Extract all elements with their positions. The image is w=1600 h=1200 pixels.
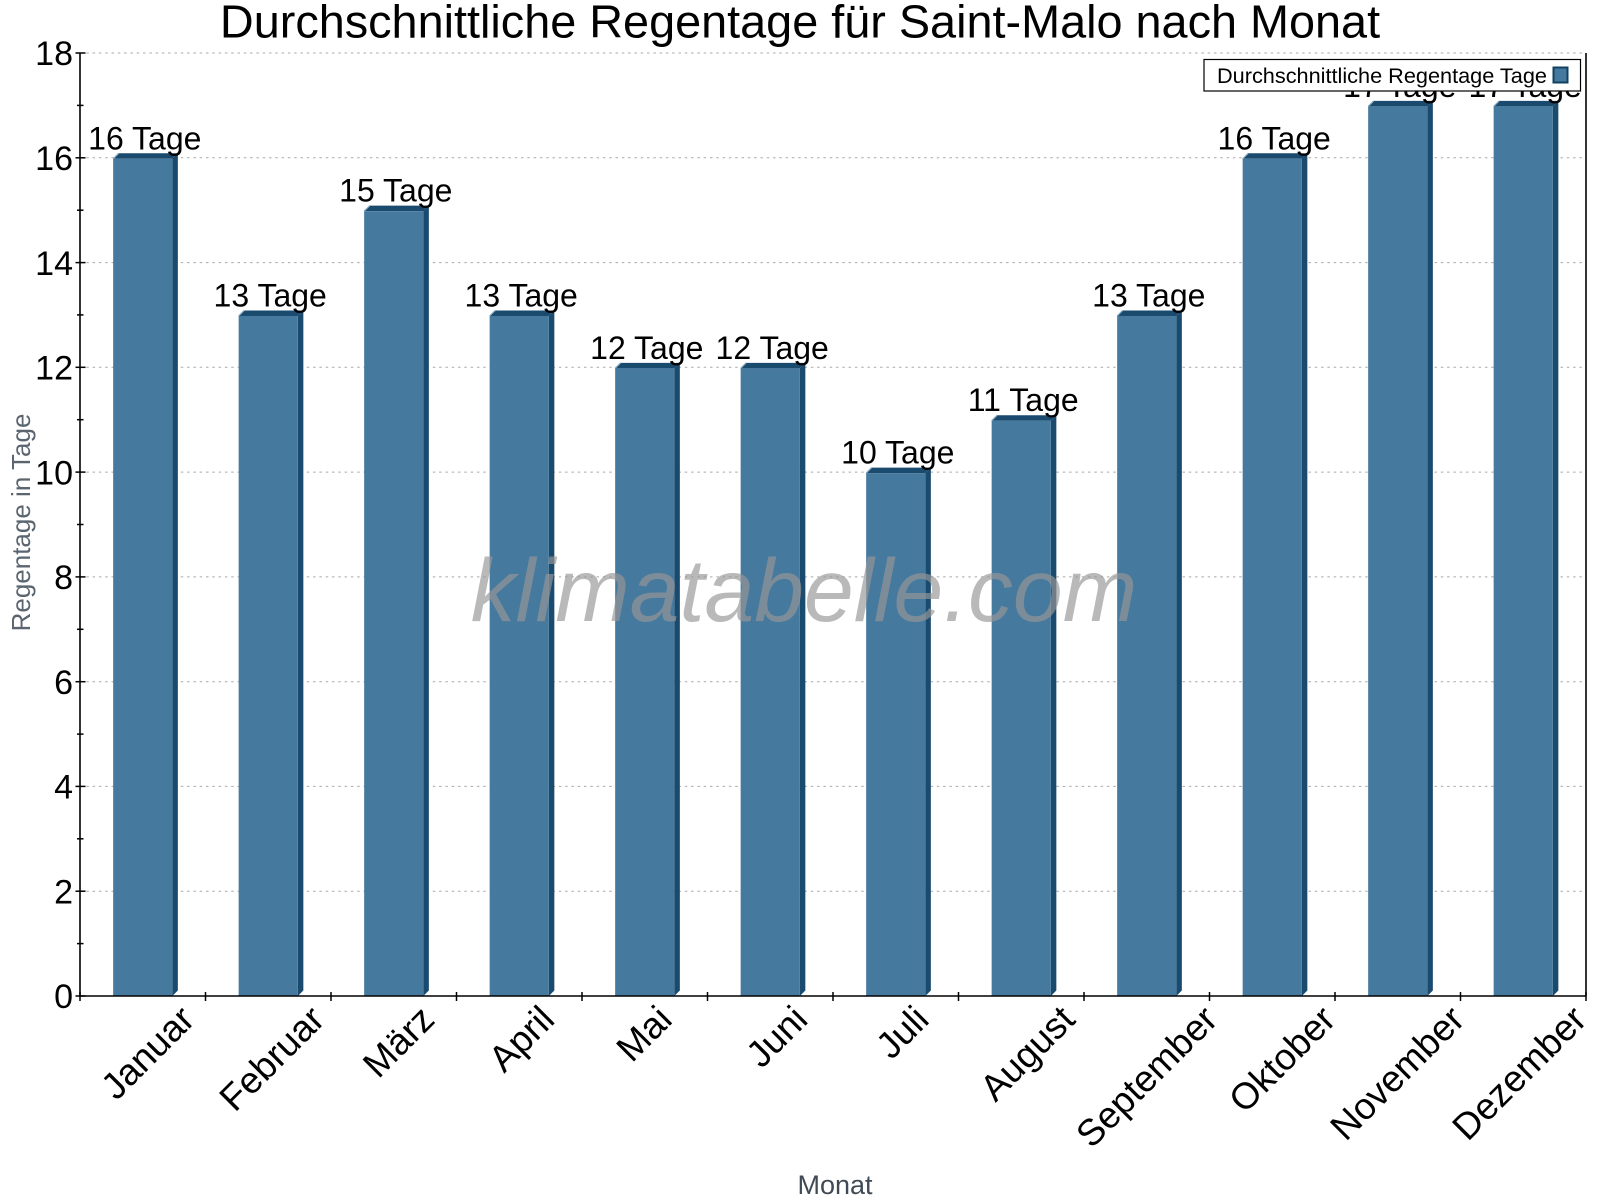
svg-text:klimatabelle.com: klimatabelle.com bbox=[471, 540, 1138, 640]
svg-text:Durchschnittliche Regentage fü: Durchschnittliche Regentage für Saint-Ma… bbox=[220, 0, 1380, 48]
svg-text:15 Tage: 15 Tage bbox=[339, 173, 452, 209]
svg-text:16 Tage: 16 Tage bbox=[88, 120, 201, 156]
svg-text:14: 14 bbox=[35, 245, 73, 283]
svg-text:10: 10 bbox=[35, 454, 73, 492]
svg-text:6: 6 bbox=[54, 664, 73, 702]
svg-text:16 Tage: 16 Tage bbox=[1218, 120, 1331, 156]
svg-text:11 Tage: 11 Tage bbox=[968, 382, 1079, 418]
svg-text:12 Tage: 12 Tage bbox=[716, 330, 829, 366]
svg-text:16: 16 bbox=[35, 140, 73, 178]
svg-text:13 Tage: 13 Tage bbox=[1092, 277, 1205, 313]
svg-text:10 Tage: 10 Tage bbox=[841, 435, 954, 471]
svg-text:Durchschnittliche Regentage Ta: Durchschnittliche Regentage Tage bbox=[1217, 63, 1547, 88]
svg-text:13 Tage: 13 Tage bbox=[214, 277, 327, 313]
svg-text:8: 8 bbox=[54, 559, 73, 597]
svg-text:2: 2 bbox=[54, 873, 73, 911]
svg-text:12 Tage: 12 Tage bbox=[590, 330, 703, 366]
svg-text:12: 12 bbox=[35, 350, 73, 388]
svg-text:4: 4 bbox=[54, 769, 73, 807]
svg-text:18: 18 bbox=[35, 35, 73, 73]
svg-text:Regentage in Tage: Regentage in Tage bbox=[6, 414, 36, 632]
svg-text:0: 0 bbox=[54, 978, 73, 1016]
svg-text:Monat: Monat bbox=[797, 1170, 873, 1200]
svg-text:13 Tage: 13 Tage bbox=[465, 277, 578, 313]
